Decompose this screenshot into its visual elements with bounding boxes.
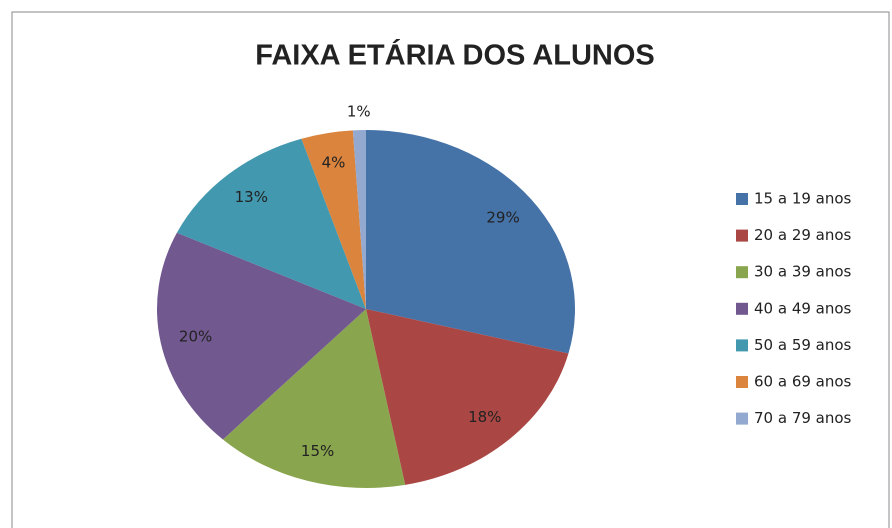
data-label: 20% (179, 327, 212, 345)
legend-swatch (736, 193, 748, 205)
legend-label: 50 a 59 anos (754, 336, 852, 354)
legend-label: 20 a 29 anos (754, 226, 852, 244)
data-label: 13% (235, 188, 268, 206)
legend-swatch (736, 339, 748, 352)
legend-label: 70 a 79 anos (754, 409, 852, 427)
data-label: 4% (322, 154, 346, 172)
pie-slice (301, 130, 366, 309)
legend-swatch (736, 229, 748, 242)
legend-label: 60 a 69 anos (754, 373, 852, 391)
pie-slice (366, 130, 575, 354)
legend-label: 30 a 39 anos (754, 263, 852, 281)
legend-swatch (736, 376, 748, 388)
legend-swatch (736, 266, 748, 279)
legend-swatch (736, 412, 748, 425)
pie-slice (222, 309, 406, 488)
pie-slice (156, 232, 366, 440)
data-label: 29% (486, 208, 519, 226)
pie-slice (366, 309, 569, 485)
data-label: 1% (347, 103, 371, 121)
legend-label: 15 a 19 anos (754, 190, 852, 208)
pie-slice (176, 138, 366, 309)
chart-title: FAIXA ETÁRIA DOS ALUNOS (255, 38, 655, 72)
data-label: 15% (301, 442, 334, 460)
data-label: 18% (468, 408, 501, 426)
legend-label: 40 a 49 anos (754, 299, 852, 317)
pie-slice (352, 130, 366, 309)
legend-swatch (736, 302, 748, 315)
